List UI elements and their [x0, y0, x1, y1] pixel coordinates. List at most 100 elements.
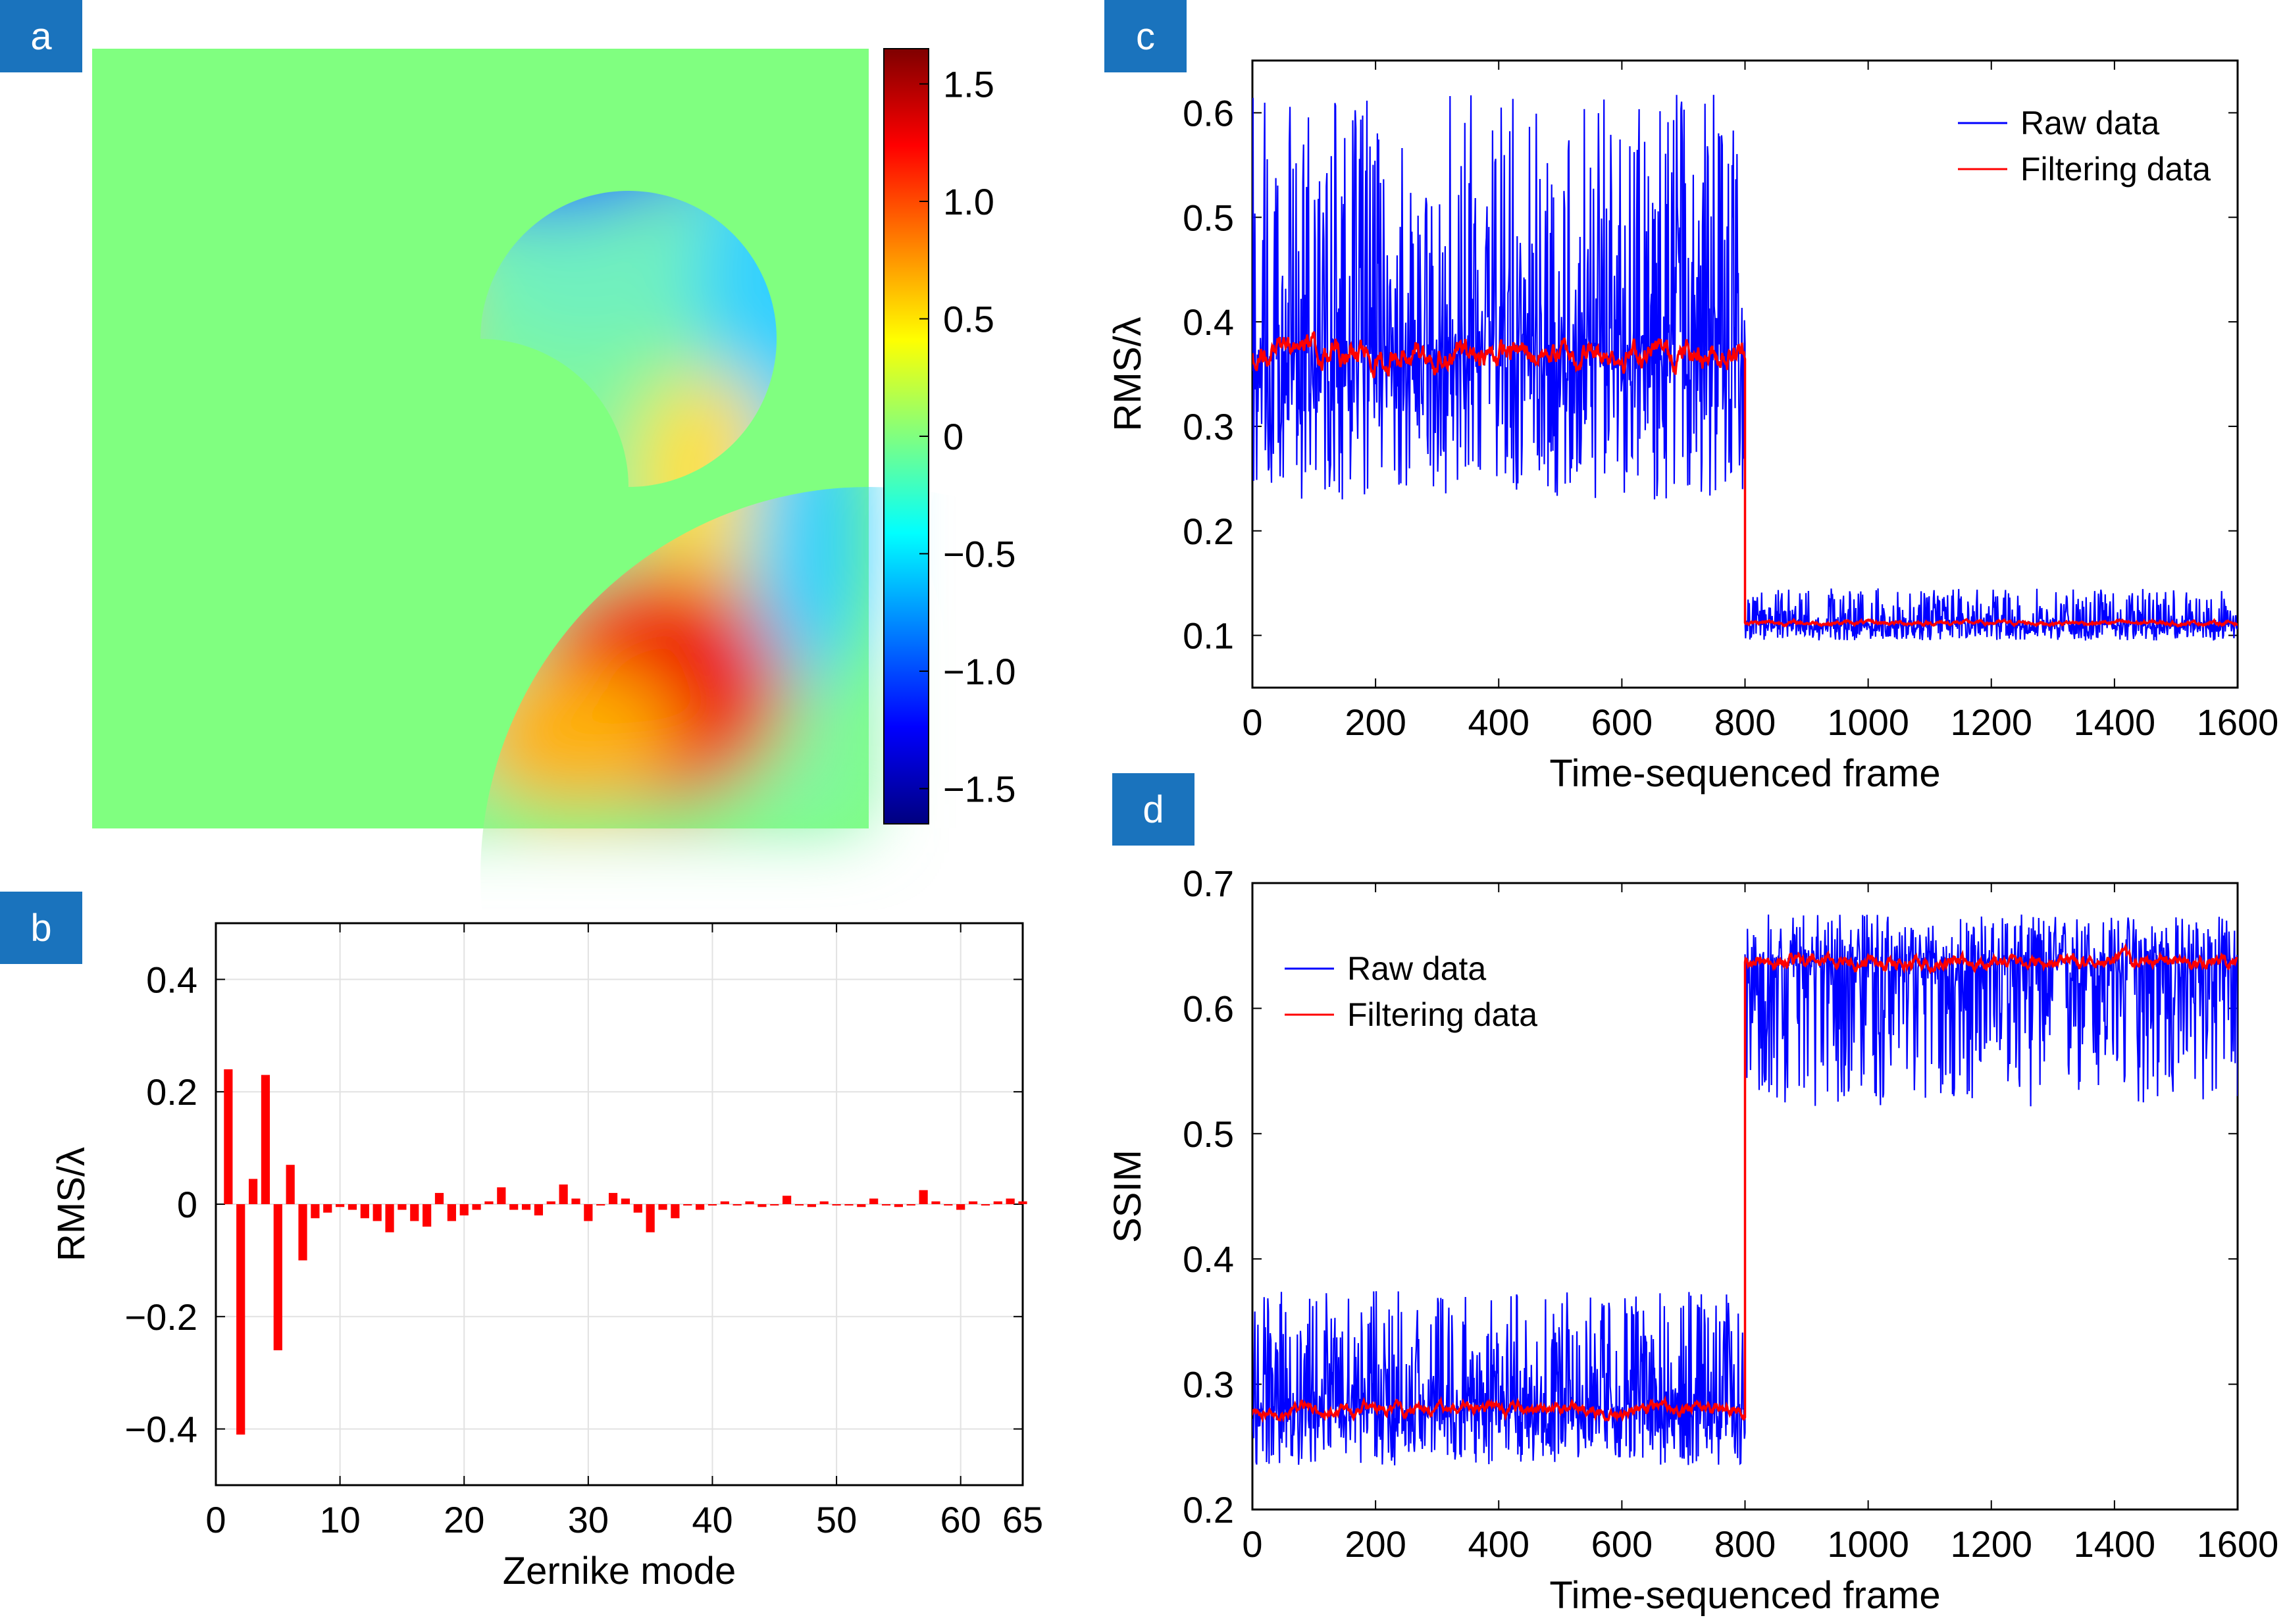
x-tick-label: 400 [1468, 1523, 1529, 1565]
zernike-bar [919, 1190, 928, 1204]
zernike-bar [484, 1201, 494, 1204]
x-tick-label: 20 [444, 1499, 484, 1540]
zernike-bar [323, 1204, 332, 1213]
x-tick-label: 1200 [1950, 701, 2032, 743]
zernike-bar [783, 1196, 792, 1204]
colorbar-tick-label: −0.5 [943, 533, 1016, 574]
x-tick-label: 200 [1345, 701, 1406, 743]
colorbar-tick-label: −1.5 [943, 768, 1016, 809]
y-tick-label: 0.1 [1183, 615, 1234, 657]
zernike-bar [869, 1198, 879, 1204]
zernike-bar [584, 1204, 593, 1221]
x-axis-title: Time-sequenced frame [1549, 1574, 1940, 1617]
legend-label: Filtering data [1347, 996, 1537, 1033]
zernike-bar [707, 1204, 717, 1205]
x-tick-label: 1000 [1827, 701, 1909, 743]
x-axis-title: Zernike mode [503, 1550, 736, 1592]
y-tick-label: 0.3 [1183, 406, 1234, 447]
zernike-bar [956, 1204, 965, 1210]
zernike-bar [298, 1204, 307, 1261]
zernike-bar [248, 1179, 258, 1204]
y-axis-title: RMS/λ [1106, 317, 1149, 432]
x-tick-label: 60 [940, 1499, 981, 1540]
panel-a-heatmap: 1.5 1.0 0.5 0 −0.5 −1.0 −1.5 [92, 48, 1016, 828]
x-tick-label: 800 [1714, 1523, 1776, 1565]
x-tick-label: 30 [568, 1499, 609, 1540]
x-tick-label: 200 [1345, 1523, 1406, 1565]
legend-label: Raw data [1347, 950, 1486, 987]
legend-label: Raw data [2020, 105, 2159, 141]
zernike-bar [559, 1184, 568, 1204]
zernike-bar [819, 1201, 829, 1204]
x-tick-label: 400 [1468, 701, 1529, 743]
zernike-bar [608, 1192, 618, 1204]
zernike-bar [385, 1204, 394, 1232]
zernike-bar [1006, 1198, 1015, 1204]
x-tick-label: 1600 [2197, 1523, 2279, 1565]
colorbar-tick-label: 0.5 [943, 299, 994, 340]
zernike-bar [336, 1204, 345, 1207]
x-tick-label: 65 [1002, 1499, 1043, 1540]
zernike-bar [410, 1204, 419, 1221]
legend: Raw data Filtering data [1285, 950, 1537, 1033]
zernike-bar [646, 1204, 655, 1232]
y-tick-label: 0.2 [1183, 511, 1234, 552]
zernike-bar [459, 1204, 469, 1216]
y-tick-label: 0.7 [1183, 863, 1234, 904]
series-line-filtered [1252, 331, 2238, 628]
zernike-bar [261, 1075, 270, 1204]
colorbar-tick-label: 0 [943, 416, 963, 457]
zernike-bar [546, 1201, 555, 1204]
legend-label: Filtering data [2020, 151, 2211, 188]
zernike-bar [720, 1201, 729, 1204]
ring-center-hole [332, 339, 629, 635]
colorbar-tick-label: 1.5 [943, 64, 994, 105]
x-tick-label: 0 [1242, 701, 1262, 743]
y-tick-label: 0.2 [1183, 1489, 1234, 1531]
zernike-bar [944, 1204, 953, 1205]
zernike-bar [423, 1204, 432, 1227]
zernike-bar [621, 1198, 630, 1204]
colorbar-ticks: 1.5 1.0 0.5 0 −0.5 −1.0 −1.5 [919, 64, 1016, 809]
plot-area [1252, 914, 2238, 1465]
zernike-bar [398, 1204, 407, 1210]
zernike-bar [844, 1204, 854, 1205]
y-axis-title: RMS/λ [50, 1147, 93, 1261]
x-tick-label: 0 [205, 1499, 226, 1540]
zernike-bar [571, 1198, 580, 1204]
plot-area [1252, 95, 2238, 641]
zernike-bar [497, 1187, 506, 1204]
zernike-bar [1018, 1201, 1027, 1204]
x-tick-label: 0 [1242, 1523, 1262, 1565]
x-axis-title: Time-sequenced frame [1549, 752, 1940, 795]
zernike-bar [732, 1204, 742, 1205]
zernike-bar [968, 1201, 978, 1204]
y-tick-label: 0.6 [1183, 92, 1234, 134]
y-tick-label: 0.2 [146, 1071, 197, 1113]
zernike-bar [683, 1204, 692, 1205]
zernike-bar [807, 1204, 816, 1207]
y-tick-label: 0.3 [1183, 1364, 1234, 1406]
panel-a-tag: a [0, 0, 82, 72]
y-tick-label: −0.2 [124, 1296, 197, 1338]
zernike-bar [224, 1069, 233, 1204]
zernike-bar [534, 1204, 544, 1216]
x-tick-label: 1200 [1950, 1523, 2032, 1565]
zernike-bar [273, 1204, 282, 1351]
zernike-bar [881, 1204, 891, 1205]
zernike-bar [671, 1204, 680, 1219]
y-tick-label: 0.4 [1183, 1238, 1234, 1280]
zernike-bar [770, 1204, 779, 1205]
colorbar-tick-label: −1.0 [943, 651, 1016, 692]
zernike-bar [757, 1204, 767, 1207]
y-tick-label: −0.4 [124, 1409, 197, 1450]
y-tick-label: 0.5 [1183, 1113, 1234, 1155]
zernike-bar [894, 1204, 903, 1207]
zernike-bar [832, 1204, 841, 1205]
y-tick-label: 0.6 [1183, 988, 1234, 1029]
series-line-filtered [1252, 943, 2238, 1423]
zernike-bar [509, 1204, 519, 1210]
zernike-bar [311, 1204, 320, 1219]
zernike-bar [633, 1204, 642, 1213]
